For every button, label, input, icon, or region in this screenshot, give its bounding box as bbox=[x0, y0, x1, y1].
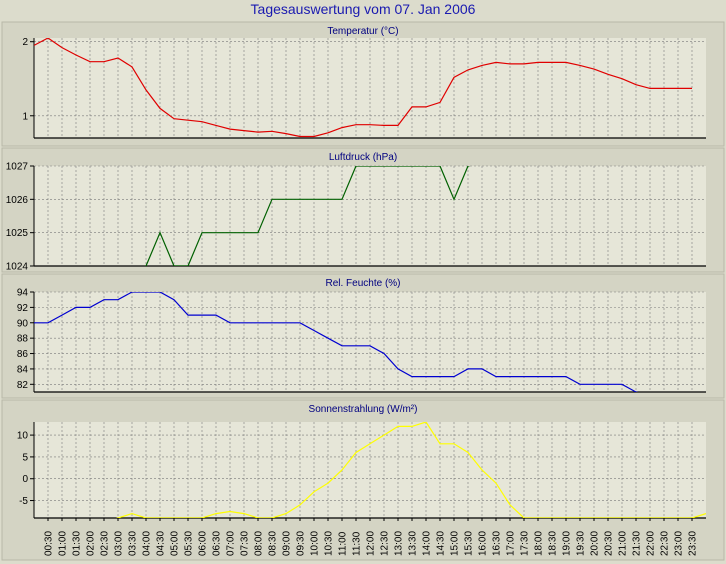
x-tick-label: 10:30 bbox=[324, 531, 335, 556]
y-tick-label: 92 bbox=[17, 303, 29, 314]
x-axis-labels: 00:30 01:00 01:30 02:00 02:30 03:00 03:30 04:00… bbox=[44, 518, 699, 556]
y-tick-label: 5 bbox=[22, 452, 28, 463]
x-tick-label: 12:30 bbox=[380, 531, 391, 556]
x-tick-label: 20:30 bbox=[604, 531, 615, 556]
y-tick-label: 82 bbox=[17, 380, 29, 391]
x-tick-label: 18:00 bbox=[534, 531, 545, 556]
series-line bbox=[34, 38, 692, 138]
x-tick-label: 19:30 bbox=[576, 531, 587, 556]
x-tick-label: 21:00 bbox=[618, 531, 629, 556]
y-tick-label: -5 bbox=[19, 496, 28, 507]
chart-title: Sonnenstrahlung (W/m²) bbox=[309, 404, 418, 415]
chart-panel-3: Sonnenstrahlung (W/m²) -5 0 5 10 bbox=[1, 399, 725, 561]
x-tick-label: 04:30 bbox=[156, 531, 167, 556]
x-tick-label: 05:00 bbox=[170, 531, 181, 556]
chart-title: Rel. Feuchte (%) bbox=[325, 278, 400, 289]
chart-title: Temperatur (°C) bbox=[327, 26, 398, 37]
x-tick-label: 02:00 bbox=[86, 531, 97, 556]
x-tick-label: 08:30 bbox=[268, 531, 279, 556]
y-tick-label: 1027 bbox=[6, 162, 29, 173]
x-tick-label: 22:00 bbox=[646, 531, 657, 556]
x-tick-label: 21:30 bbox=[632, 531, 643, 556]
x-tick-label: 17:00 bbox=[506, 531, 517, 556]
y-tick-label: 94 bbox=[17, 288, 29, 299]
x-tick-label: 13:30 bbox=[408, 531, 419, 556]
x-tick-label: 14:30 bbox=[436, 531, 447, 556]
y-tick-label: 1024 bbox=[6, 262, 29, 273]
x-tick-label: 05:30 bbox=[184, 531, 195, 556]
x-tick-label: 23:00 bbox=[674, 531, 685, 556]
x-tick-label: 12:00 bbox=[366, 531, 377, 556]
chart-panel-2: Rel. Feuchte (%) 82 84 86 88 90 92 94 bbox=[1, 273, 725, 399]
x-tick-label: 09:00 bbox=[282, 531, 293, 556]
series-line bbox=[144, 166, 471, 266]
x-tick-label: 18:30 bbox=[548, 531, 559, 556]
x-tick-label: 22:30 bbox=[660, 531, 671, 556]
x-tick-label: 08:00 bbox=[254, 531, 265, 556]
x-tick-label: 23:30 bbox=[688, 531, 699, 556]
x-tick-label: 14:00 bbox=[422, 531, 433, 556]
chart-panel-1: Luftdruck (hPa) 1024 1025 1026 1027 bbox=[1, 147, 725, 273]
x-tick-label: 04:00 bbox=[142, 531, 153, 556]
page-title: Tagesauswertung vom 07. Jan 2006 bbox=[250, 1, 476, 17]
x-tick-label: 11:00 bbox=[338, 531, 349, 556]
x-tick-label: 01:30 bbox=[72, 531, 83, 556]
x-tick-label: 11:30 bbox=[352, 531, 363, 556]
y-tick-label: 1026 bbox=[6, 195, 29, 206]
x-tick-label: 06:00 bbox=[198, 531, 209, 556]
x-tick-label: 13:00 bbox=[394, 531, 405, 556]
y-tick-label: 1 bbox=[22, 111, 28, 122]
x-tick-label: 16:30 bbox=[492, 531, 503, 556]
y-tick-label: 90 bbox=[17, 318, 29, 329]
x-tick-label: 20:00 bbox=[590, 531, 601, 556]
x-tick-label: 09:30 bbox=[296, 531, 307, 556]
series-line bbox=[115, 422, 706, 518]
y-tick-label: 2 bbox=[22, 37, 28, 48]
x-tick-label: 03:30 bbox=[128, 531, 139, 556]
x-tick-label: 17:30 bbox=[520, 531, 531, 556]
x-tick-label: 00:30 bbox=[44, 531, 55, 556]
x-tick-label: 06:30 bbox=[212, 531, 223, 556]
y-tick-label: 1025 bbox=[6, 228, 29, 239]
x-tick-label: 02:30 bbox=[100, 531, 111, 556]
y-tick-label: 86 bbox=[17, 349, 29, 360]
x-tick-label: 01:00 bbox=[58, 531, 69, 556]
x-tick-label: 03:00 bbox=[114, 531, 125, 556]
x-tick-label: 16:00 bbox=[478, 531, 489, 556]
y-tick-label: 0 bbox=[22, 474, 28, 485]
chart-title: Luftdruck (hPa) bbox=[329, 152, 397, 163]
x-tick-label: 19:00 bbox=[562, 531, 573, 556]
chart-panel-0: Temperatur (°C) 1 2 bbox=[1, 21, 725, 147]
x-tick-label: 10:00 bbox=[310, 531, 321, 556]
x-tick-label: 07:30 bbox=[240, 531, 251, 556]
y-tick-label: 88 bbox=[17, 334, 29, 345]
series-line bbox=[34, 292, 639, 392]
y-tick-label: 10 bbox=[17, 431, 29, 442]
y-tick-label: 84 bbox=[17, 364, 29, 375]
x-tick-label: 15:30 bbox=[464, 531, 475, 556]
x-tick-label: 07:00 bbox=[226, 531, 237, 556]
x-tick-label: 15:00 bbox=[450, 531, 461, 556]
